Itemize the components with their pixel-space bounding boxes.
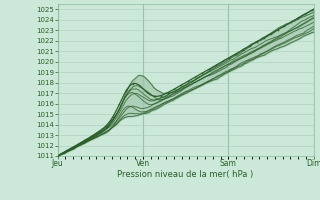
- X-axis label: Pression niveau de la mer( hPa ): Pression niveau de la mer( hPa ): [117, 170, 254, 179]
